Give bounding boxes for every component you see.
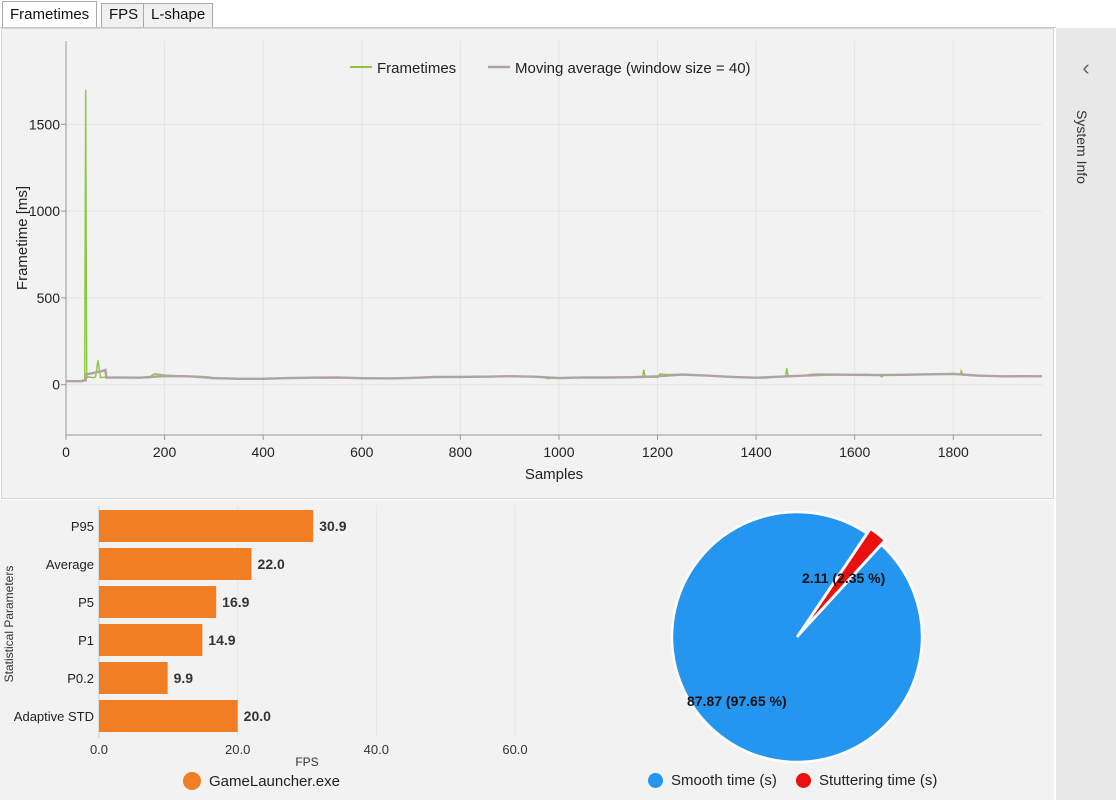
tab-divider <box>0 27 1056 28</box>
bar-value-label-2: 16.9 <box>222 594 249 610</box>
system-info-label[interactable]: System Info <box>1074 110 1090 184</box>
x-tick-label-8: 1600 <box>839 444 870 460</box>
legend-frametimes-label: Frametimes <box>377 60 456 77</box>
system-info-sidebar: ‹ System Info <box>1056 28 1116 800</box>
bar-x-tick-label-2: 40.0 <box>364 742 389 757</box>
pie-legend-smooth: Smooth time (s) <box>648 772 777 789</box>
y-tick-label-0: 0 <box>52 377 60 393</box>
tab-l-shape[interactable]: L-shape <box>143 3 214 27</box>
bar-category-label-2: P5 <box>78 595 94 610</box>
bar-category-label-4: P0.2 <box>67 671 94 686</box>
x-tick-label-5: 1000 <box>543 444 574 460</box>
y-axis-title: Frametime [ms] <box>14 186 31 290</box>
moving-average-series <box>66 368 1043 383</box>
y-tick-label-1: 500 <box>37 290 61 306</box>
bar-value-label-4: 9.9 <box>174 670 194 686</box>
bar-category-label-1: Average <box>46 557 94 572</box>
pie-label-stuttering: 2.11 (2.35 %) <box>802 570 885 586</box>
tab-frametimes[interactable]: Frametimes <box>2 1 98 28</box>
frametime-chart-panel: 0 200 400 600 800 1000 1200 1400 1600 1800 0 500 100… <box>1 28 1054 499</box>
frametime-chart: 0 200 400 600 800 1000 1200 1400 1600 1800 0 500 100… <box>14 41 1043 483</box>
legend-dot-blue-icon <box>648 773 663 788</box>
frametimes-series <box>66 89 1043 382</box>
bar-average <box>99 548 252 580</box>
pie-slice-stuttering <box>799 526 887 634</box>
x-tick-label-7: 1400 <box>741 444 772 460</box>
x-axis-title: Samples <box>525 466 583 483</box>
legend-average-label: Moving average (window size = 40) <box>515 60 751 77</box>
pie-slice-smooth <box>670 510 924 764</box>
pie-label-smooth: 87.87 (97.65 %) <box>687 693 787 709</box>
chevron-left-icon[interactable]: ‹ <box>1082 55 1090 80</box>
bar-category-label-3: P1 <box>78 633 94 648</box>
pie-legend-smooth-label: Smooth time (s) <box>671 772 777 789</box>
bar-p1 <box>99 624 203 656</box>
y-tick-label-3: 1500 <box>29 116 60 132</box>
tab-bar: Frametimes FPS L-shape <box>0 0 1116 28</box>
x-tick-label-6: 1200 <box>642 444 673 460</box>
legend-dot-red-icon <box>796 773 811 788</box>
tab-fps[interactable]: FPS <box>101 3 147 27</box>
bar-value-label-3: 14.9 <box>208 632 235 648</box>
x-tick-label-0: 0 <box>62 444 70 460</box>
bar-p5 <box>99 586 217 618</box>
fps-bar-chart: 0.0 20.0 40.0 60.0 P95 30.9 Average 22.0 P5 16.9 P… <box>2 506 528 769</box>
bar-x-tick-label-3: 60.0 <box>502 742 527 757</box>
legend-dot-orange-icon <box>183 772 201 790</box>
bar-x-tick-label-0: 0.0 <box>90 742 108 757</box>
pie-legend-stutter: Stuttering time (s) <box>796 772 937 789</box>
x-tick-label-9: 1800 <box>938 444 969 460</box>
x-tick-label-2: 400 <box>251 444 275 460</box>
bar-legend: GameLauncher.exe <box>183 772 340 790</box>
bar-value-label-1: 22.0 <box>258 556 285 572</box>
bar-category-label-0: P95 <box>71 519 94 534</box>
bar-y-axis-title: Statistical Parameters <box>2 566 16 683</box>
bar-legend-label: GameLauncher.exe <box>209 772 340 790</box>
bar-adaptive-std <box>99 700 238 732</box>
bar-p0-2 <box>99 662 168 694</box>
bar-x-axis-title: FPS <box>295 755 318 769</box>
x-tick-label-4: 800 <box>449 444 473 460</box>
bar-value-label-0: 30.9 <box>319 518 346 534</box>
stutter-pie-chart: 2.11 (2.35 %) 87.87 (97.65 %) <box>670 510 924 764</box>
bar-x-tick-label-1: 20.0 <box>225 742 250 757</box>
bar-p95 <box>99 510 314 542</box>
bar-category-label-5: Adaptive STD <box>14 709 94 724</box>
statistics-area: 0.0 20.0 40.0 60.0 P95 30.9 Average 22.0 P5 16.9 P… <box>0 500 1054 800</box>
pie-legend-stutter-label: Stuttering time (s) <box>819 772 938 789</box>
x-tick-label-3: 600 <box>350 444 374 460</box>
y-tick-label-2: 1000 <box>29 203 60 219</box>
x-tick-label-1: 200 <box>153 444 177 460</box>
bar-value-label-5: 20.0 <box>244 708 271 724</box>
